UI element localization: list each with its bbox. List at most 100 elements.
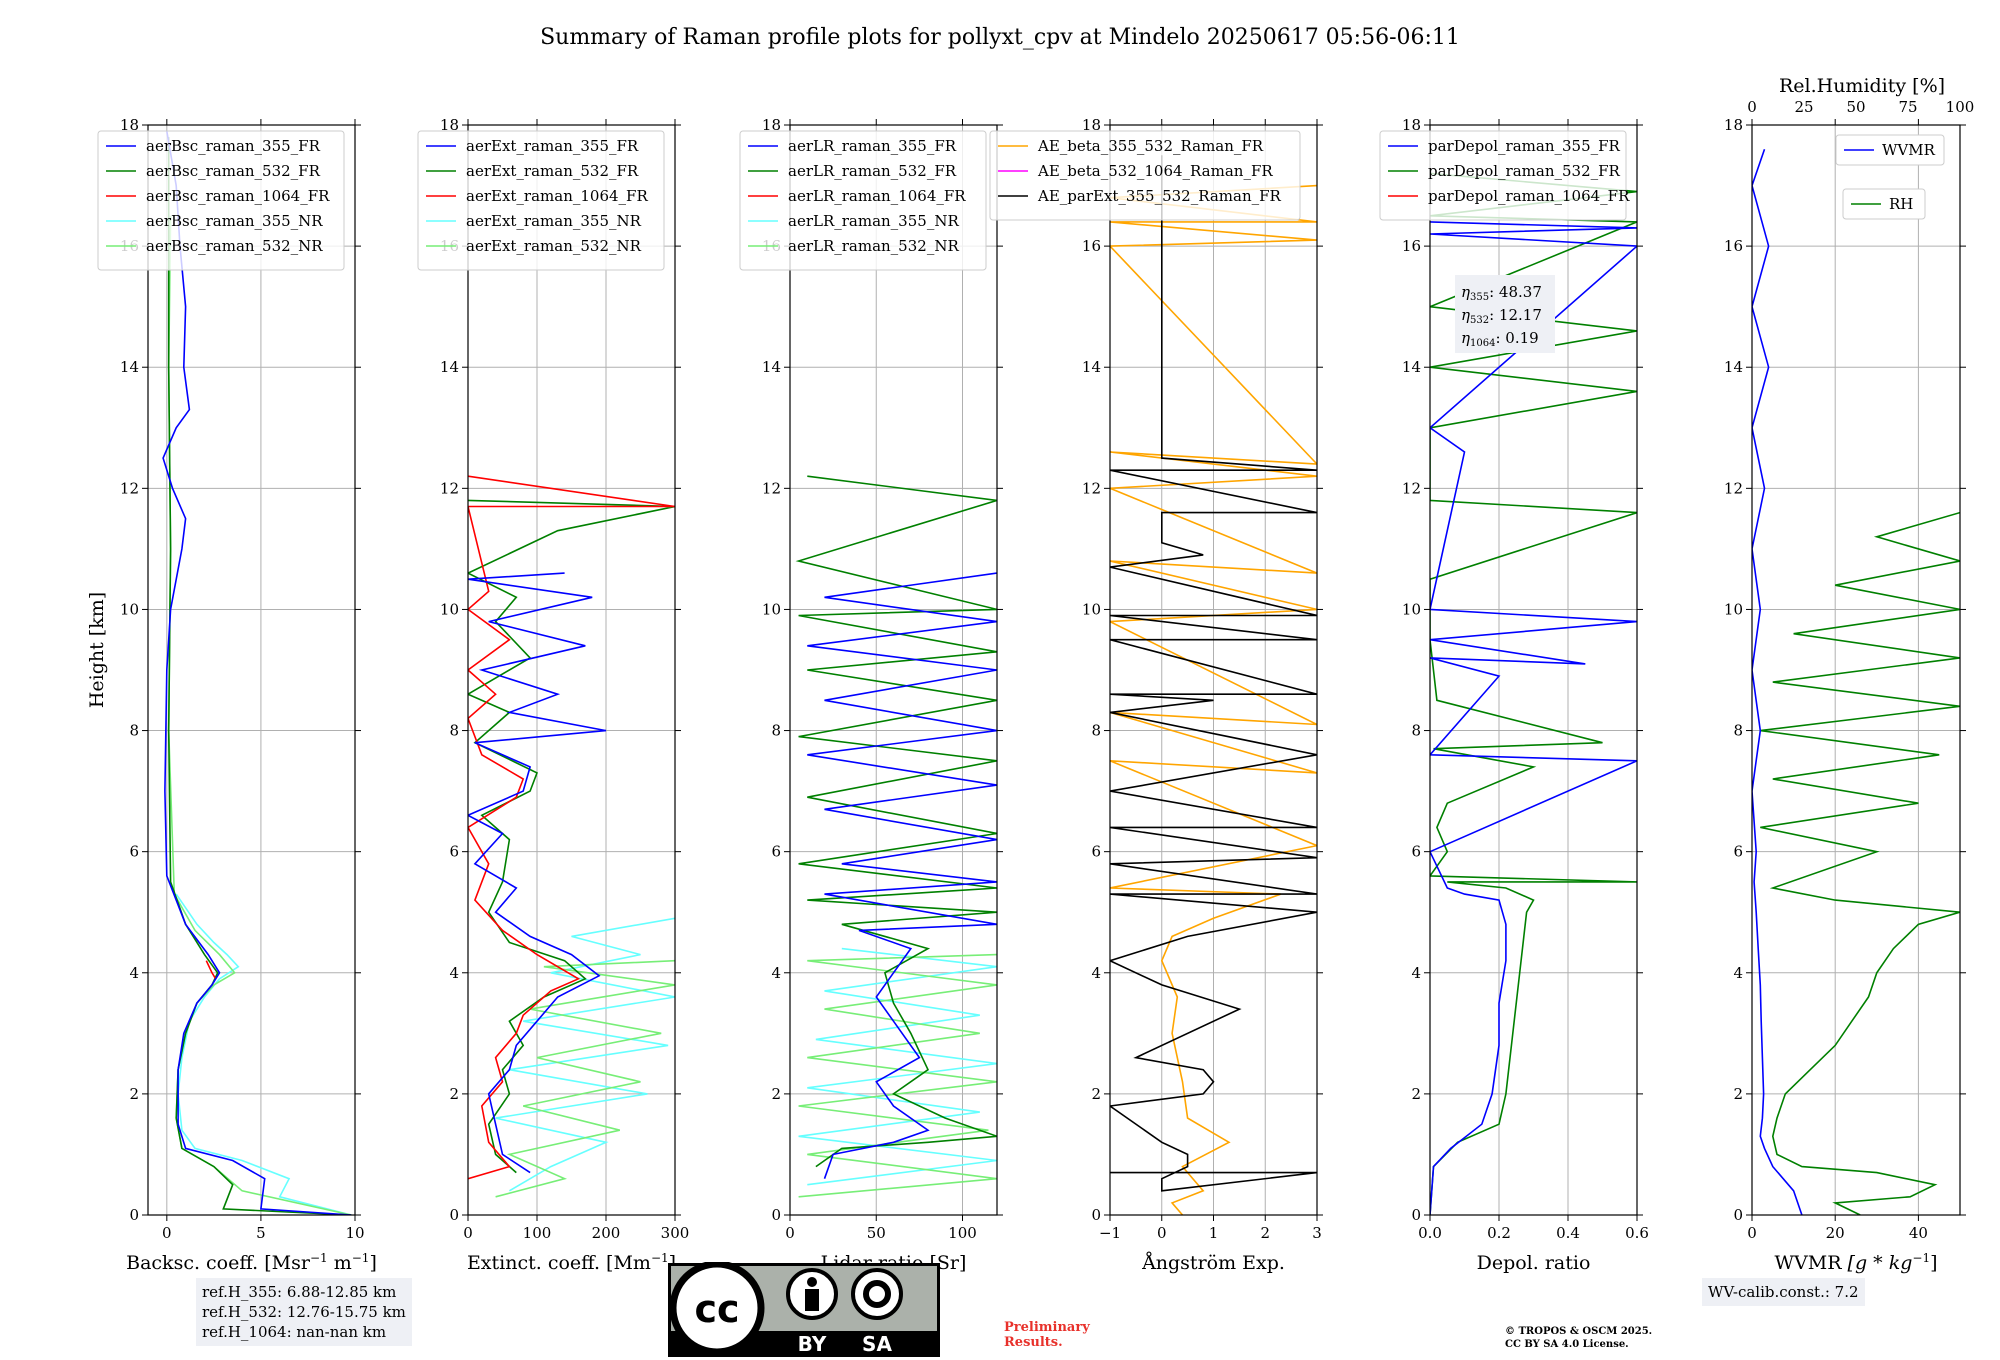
x-tick-label: 0	[1747, 1224, 1757, 1242]
series-line-aerLR_raman_355_FR	[807, 572, 997, 1179]
x-tick-label: 0	[463, 1224, 473, 1242]
x-tick-label: 0.6	[1625, 1224, 1649, 1242]
panel-ext: 0246810121416180100200300Extinct. coeff.…	[417, 116, 690, 1274]
y-tick-label: 18	[440, 116, 459, 134]
annotation-box	[1455, 275, 1555, 353]
y-tick-label: 12	[1724, 479, 1743, 497]
axes-frame	[789, 124, 998, 1216]
legend-label: aerLR_raman_532_FR	[788, 162, 957, 180]
y-tick-label: 18	[762, 116, 781, 134]
series-line-aerBsc_raman_532_FR	[167, 137, 352, 1215]
legend-label: aerExt_raman_532_NR	[466, 237, 642, 255]
y-tick-label: 8	[1411, 722, 1421, 740]
copyright-note: © TROPOS & OSCM 2025. CC BY SA 4.0 Licen…	[1505, 1325, 1652, 1351]
y-tick-label: 10	[440, 600, 459, 618]
y-tick-label: 6	[1411, 843, 1421, 861]
y-tick-label: 12	[440, 479, 459, 497]
y-tick-label: 14	[1082, 358, 1101, 376]
legend-label: aerLR_raman_532_NR	[788, 237, 959, 255]
y-tick-label: 6	[1733, 843, 1743, 861]
x-axis-label: Backsc. coeff. [Msr−1 m−1]	[126, 1251, 377, 1274]
y-tick-label: 10	[120, 600, 139, 618]
y-tick-label: 8	[1733, 722, 1743, 740]
legend-box	[1835, 134, 1945, 166]
legend-label: parDepol_raman_355_FR	[1428, 137, 1621, 155]
x-tick-label: 0.0	[1418, 1224, 1442, 1242]
y-tick-label: 4	[771, 964, 781, 982]
y-tick-label: 8	[1091, 722, 1101, 740]
preliminary-results-note: Preliminary Results.	[1004, 1320, 1090, 1350]
legend-label: aerBsc_raman_532_NR	[146, 237, 323, 255]
y-tick-label: 2	[771, 1085, 781, 1103]
x-axis-label: Depol. ratio	[1477, 1252, 1591, 1274]
x-tick-label: 300	[661, 1224, 690, 1242]
x-axis-label: Ångström Exp.	[1141, 1252, 1285, 1274]
y-tick-label: 10	[1082, 600, 1101, 618]
series-line-aerExt_raman_355_FR	[468, 572, 607, 1174]
legend-box	[989, 130, 1301, 221]
y-tick-label: 14	[762, 358, 781, 376]
y-tick-label: 8	[129, 722, 139, 740]
legend-label: parDepol_raman_1064_FR	[1428, 187, 1630, 205]
x-tick-label: 0	[1157, 1224, 1167, 1242]
ref-height-532: ref.H_532: 12.76-15.75 km	[202, 1303, 406, 1321]
person-head-icon	[807, 1277, 817, 1287]
legend-label: aerExt_raman_1064_FR	[466, 187, 648, 205]
legend-box	[1379, 130, 1627, 221]
legend-label: aerExt_raman_532_FR	[466, 162, 639, 180]
legend-label: aerExt_raman_355_NR	[466, 212, 642, 230]
y-tick-label: 0	[1733, 1206, 1743, 1224]
series-line-WVMR	[1752, 148, 1803, 1215]
y-tick-label: 2	[1091, 1085, 1101, 1103]
y-tick-label: 0	[449, 1206, 459, 1224]
series-line-AE_beta_355_532_Raman_FR	[1110, 184, 1317, 1215]
by-text: BY	[798, 1332, 827, 1356]
legend-label: aerBsc_raman_355_FR	[146, 137, 321, 155]
top-tick-label: 0	[1747, 98, 1757, 116]
y-tick-label: 0	[1091, 1206, 1101, 1224]
preliminary-line-1: Preliminary	[1004, 1320, 1090, 1335]
x-tick-label: 0	[785, 1224, 795, 1242]
annotation-line: η1064: 0.19	[1461, 329, 1539, 349]
y-tick-label: 2	[449, 1085, 459, 1103]
y-tick-label: 14	[440, 358, 459, 376]
y-tick-label: 0	[129, 1206, 139, 1224]
legend-label: AE_parExt_355_532_Raman_FR	[1037, 187, 1282, 205]
y-tick-label: 4	[1733, 964, 1743, 982]
y-tick-label: 16	[1402, 237, 1421, 255]
series-line-aerExt_raman_355_NR	[495, 917, 675, 1192]
top-tick-label: 25	[1794, 98, 1813, 116]
y-tick-label: 16	[1082, 237, 1101, 255]
legend-label: aerLR_raman_1064_FR	[788, 187, 966, 205]
cc-circle-icon	[669, 1262, 765, 1356]
axes-frame	[1429, 124, 1638, 1216]
y-tick-label: 8	[449, 722, 459, 740]
top-tick-label: 75	[1898, 98, 1917, 116]
x-axis-label: Extinct. coeff. [Mm−1]	[467, 1251, 676, 1274]
legend-label: aerBsc_raman_1064_FR	[146, 187, 330, 205]
x-tick-label: 3	[1312, 1224, 1322, 1242]
sa-text: SA	[862, 1332, 892, 1356]
series-line-aerBsc_raman_1064_FR	[205, 960, 217, 980]
y-tick-label: 12	[1082, 479, 1101, 497]
top-tick-label: 50	[1846, 98, 1865, 116]
series-line-aerExt_raman_1064_FR	[468, 475, 675, 1180]
series-line-aerBsc_raman_532_NR	[167, 215, 352, 1215]
x-tick-label: 0	[162, 1224, 172, 1242]
y-tick-label: 2	[129, 1085, 139, 1103]
y-tick-label: 4	[1411, 964, 1421, 982]
y-tick-label: 18	[1082, 116, 1101, 134]
wv-calibration-box: WV-calib.const.: 7.2	[1702, 1278, 1865, 1306]
x-tick-label: 5	[256, 1224, 266, 1242]
y-tick-label: 10	[762, 600, 781, 618]
axes-frame	[467, 124, 676, 1216]
y-tick-label: 0	[771, 1206, 781, 1224]
series-line-aerBsc_raman_355_NR	[175, 893, 352, 1215]
x-tick-label: 20	[1826, 1224, 1845, 1242]
x-tick-label: 50	[867, 1224, 886, 1242]
y-axis-label: Height [km]	[86, 592, 108, 708]
legend-label: aerBsc_raman_355_NR	[146, 212, 323, 230]
ref-height-355: ref.H_355: 6.88-12.85 km	[202, 1283, 397, 1301]
y-tick-label: 16	[1724, 237, 1743, 255]
